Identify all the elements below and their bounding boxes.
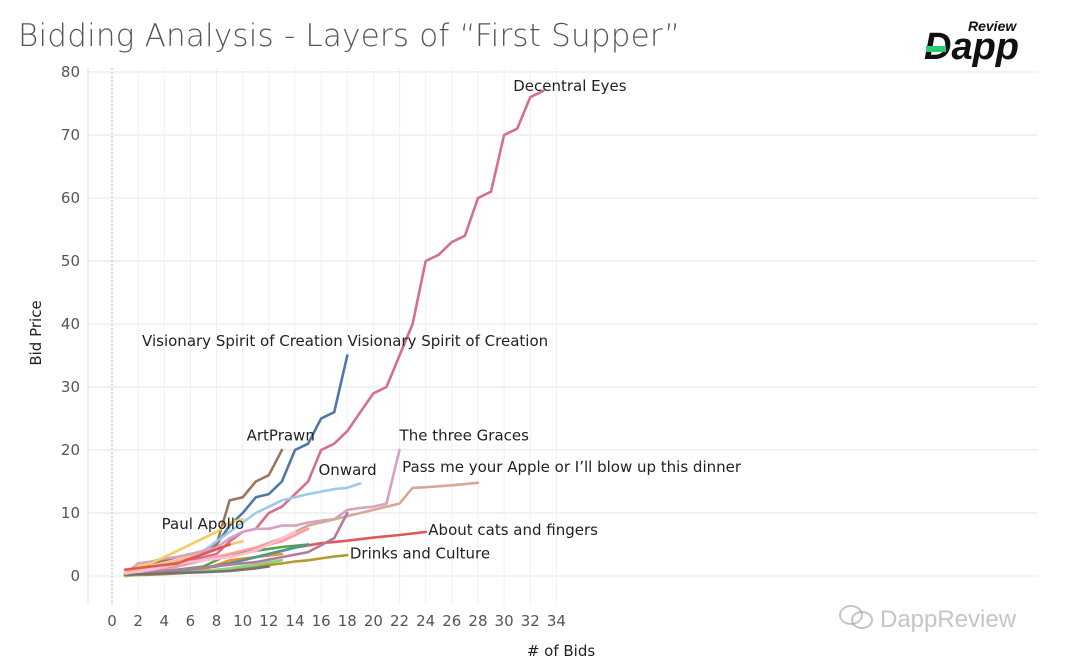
x-tick-label: 32 — [521, 612, 540, 630]
series-lines — [123, 89, 545, 578]
y-tick-label: 40 — [61, 315, 80, 333]
x-tick-label: 16 — [312, 612, 331, 630]
chart-title: Bidding Analysis - Layers of “First Supp… — [18, 18, 681, 54]
series-line — [123, 511, 349, 576]
series-label: Onward — [319, 461, 377, 479]
x-tick-label: 26 — [442, 612, 461, 630]
watermark: DappReview — [838, 604, 1016, 634]
x-tick-label: 4 — [160, 612, 170, 630]
y-tick-label: 50 — [61, 252, 80, 270]
x-tick-label: 24 — [416, 612, 435, 630]
x-tick-label: 28 — [468, 612, 487, 630]
y-tick-label: 30 — [61, 378, 80, 396]
x-tick-label: 8 — [212, 612, 222, 630]
x-tick-label: 2 — [133, 612, 143, 630]
x-axis-title: # of Bids — [527, 642, 596, 660]
x-tick-label: 12 — [259, 612, 278, 630]
series-line — [123, 89, 545, 577]
series-line — [123, 530, 297, 575]
series-annotations: Decentral Eyes Visionary Spirit of Creati… — [142, 77, 742, 562]
logo-review-text: Review — [968, 18, 1017, 34]
series-line — [123, 565, 271, 577]
y-tick-label: 10 — [61, 504, 80, 522]
series-label: ArtPrawn — [247, 427, 315, 445]
x-tick-label: 30 — [495, 612, 514, 630]
dapp-review-logo: Review Dapp — [924, 18, 1034, 70]
x-tick-label: 6 — [186, 612, 196, 630]
series-label: Pass me your Apple or I’ll blow up this … — [402, 458, 742, 476]
series-line — [123, 517, 244, 575]
y-tick-label: 0 — [70, 567, 80, 585]
series-label: The three Graces — [399, 427, 530, 445]
x-tick-label: 10 — [233, 612, 252, 630]
series-label: Decentral Eyes — [513, 77, 627, 95]
series-label: Visionary Spirit of Creation Visionary S… — [142, 332, 548, 350]
series-label: Paul Apollo — [162, 515, 244, 533]
x-tick-label: 22 — [390, 612, 409, 630]
series-label: Drinks and Culture — [350, 544, 490, 562]
x-tick-label: 0 — [107, 612, 117, 630]
y-tick-label: 60 — [61, 189, 80, 207]
y-tick-label: 20 — [61, 441, 80, 459]
wechat-icon — [839, 605, 873, 629]
y-tick-label: 80 — [61, 63, 80, 81]
x-tick-label: 14 — [285, 612, 304, 630]
y-axis-title: Bid Price — [27, 300, 45, 365]
series-label: About cats and fingers — [428, 521, 598, 539]
series-line — [123, 448, 401, 576]
watermark-text: DappReview — [880, 606, 1017, 633]
x-tick-label: 34 — [547, 612, 566, 630]
logo-accent-bar — [926, 46, 946, 52]
x-tick-label: 18 — [338, 612, 357, 630]
x-tick-label: 20 — [364, 612, 383, 630]
series-line — [123, 543, 231, 572]
y-tick-label: 70 — [61, 126, 80, 144]
